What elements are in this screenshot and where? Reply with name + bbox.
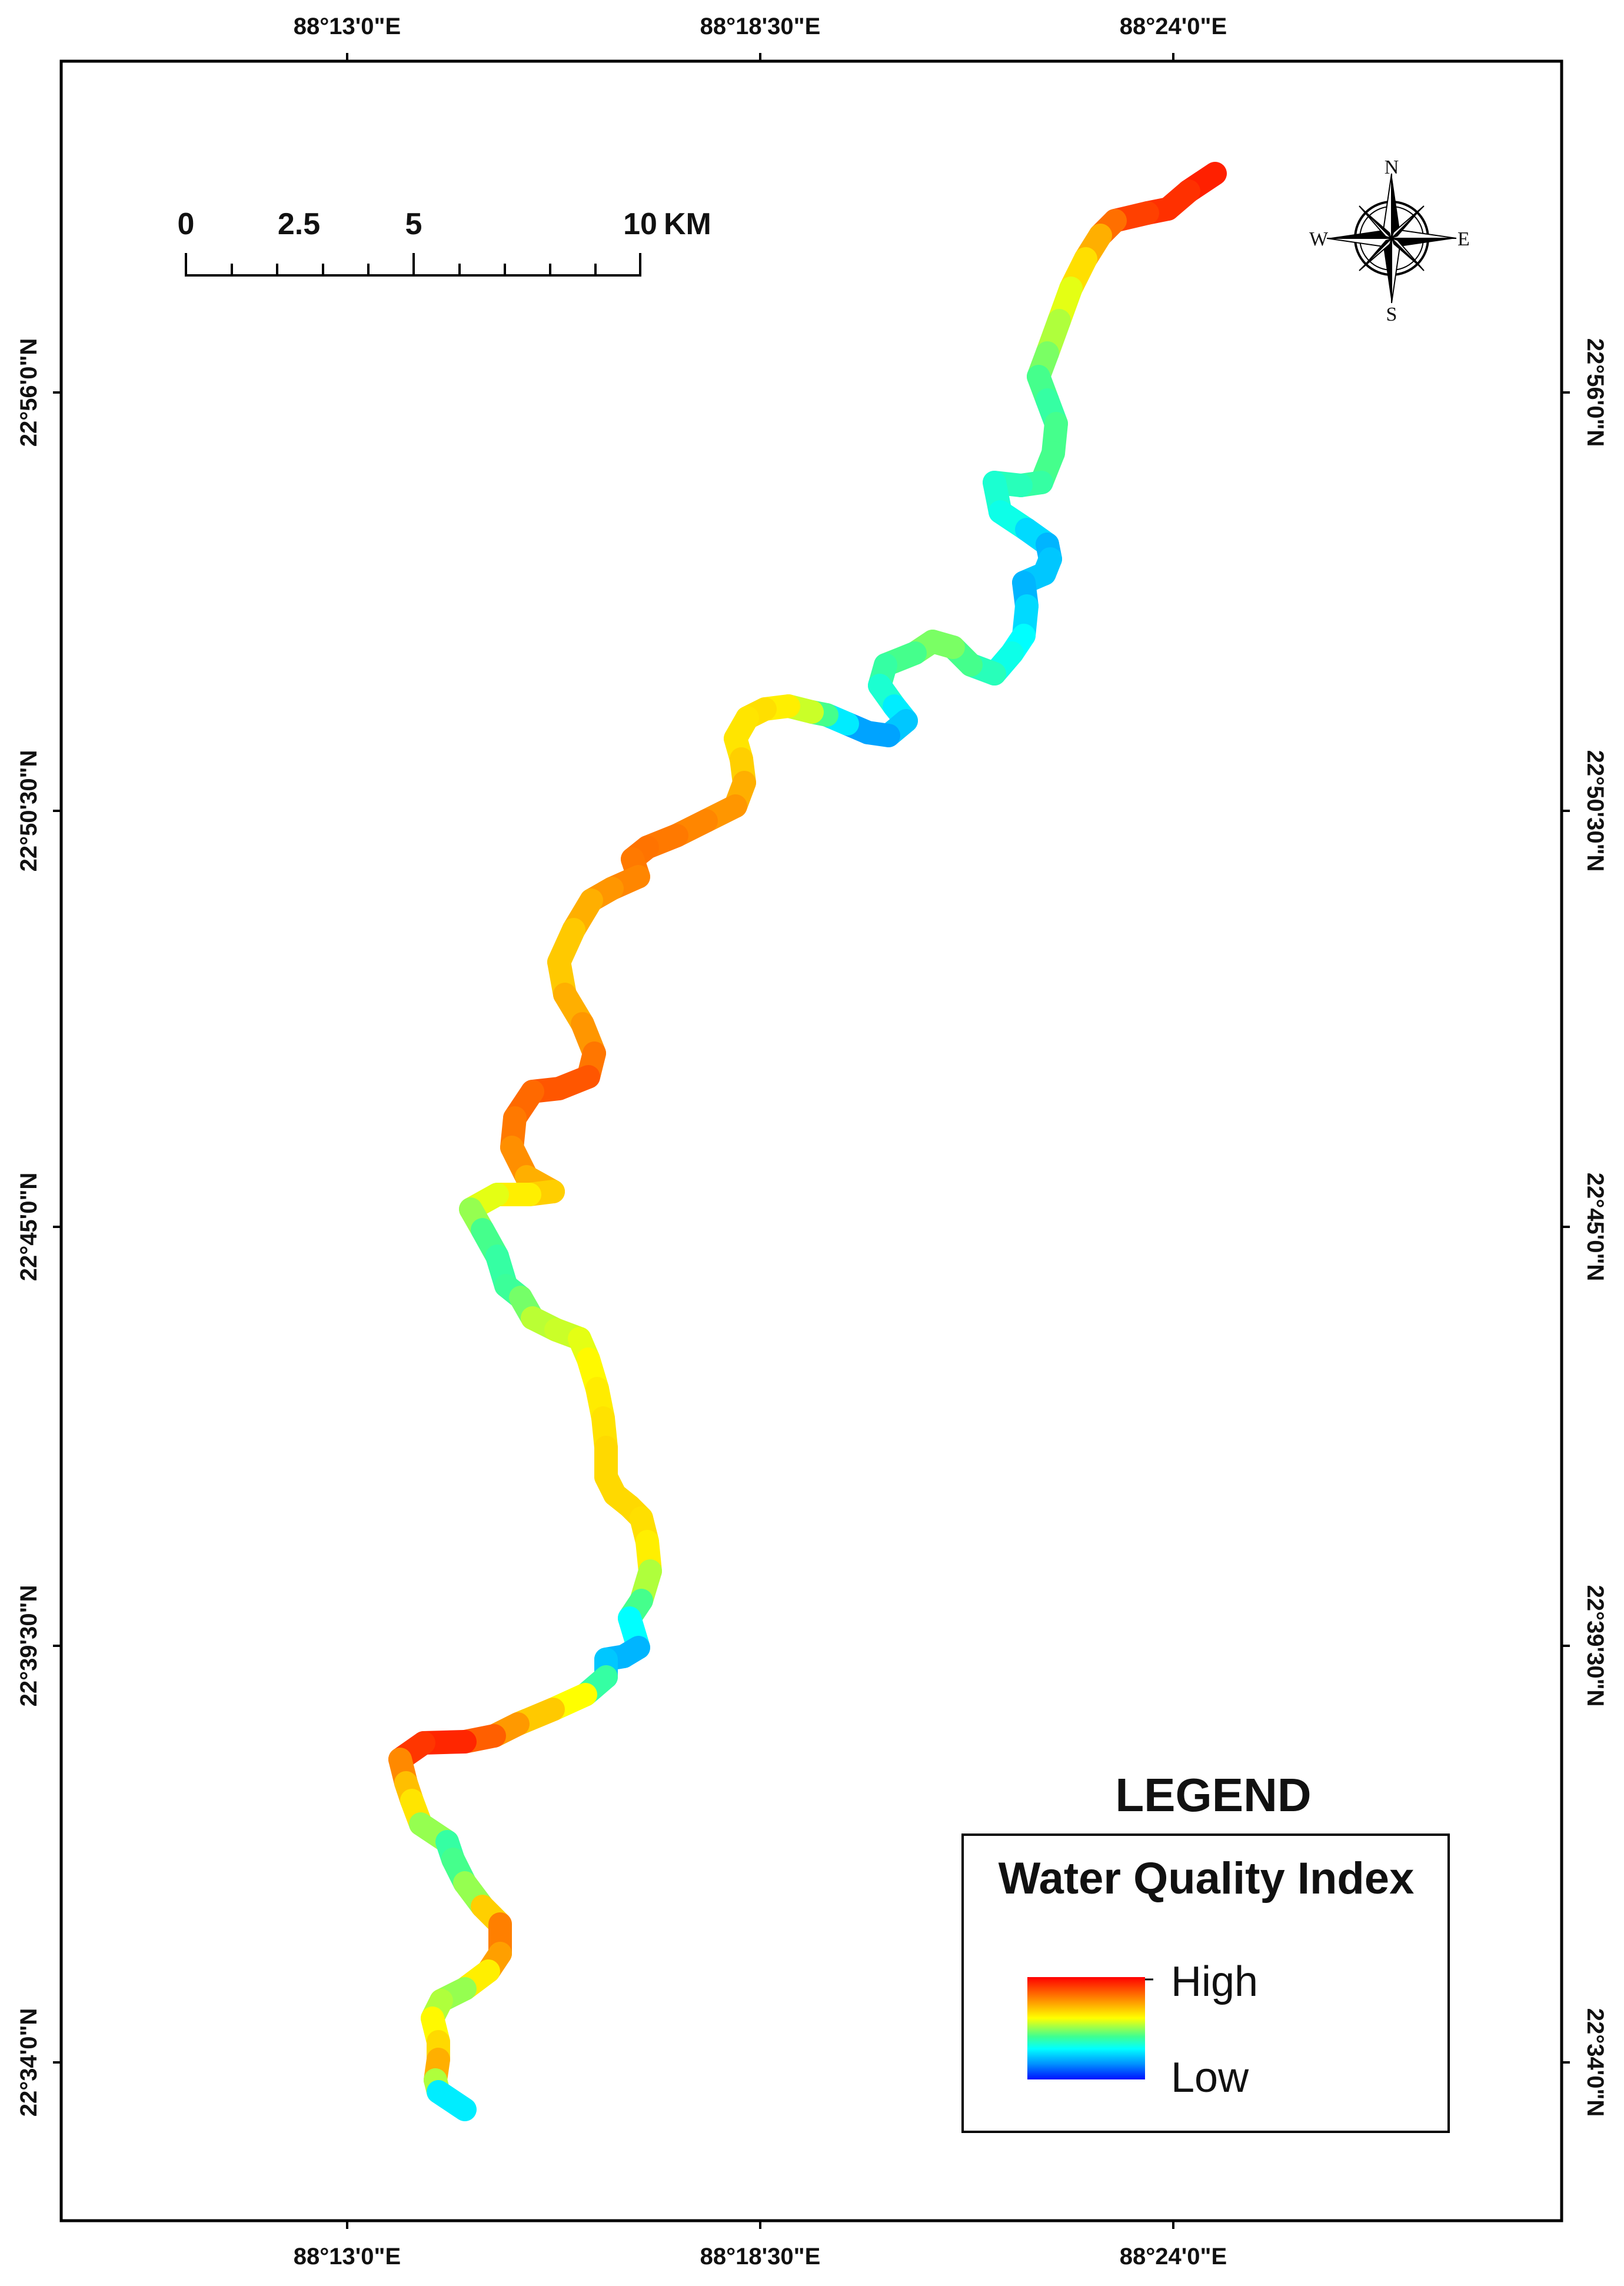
legend-heading: Water Quality Index <box>999 1854 1415 1904</box>
compass-n: N <box>1385 157 1399 178</box>
legend-gradient-ramp <box>1027 1977 1145 2079</box>
grid-ticks <box>53 53 1570 2229</box>
right-lat-label: 22°39'30"N <box>1582 1585 1608 1707</box>
legend: LEGEND Water Quality Index High Low <box>961 1769 1450 2133</box>
top-lon-label: 88°13'0"E <box>294 14 401 39</box>
scale-label-0: 0 <box>178 207 195 241</box>
right-lat-label: 22°56'0"N <box>1582 338 1608 447</box>
scale-label-2-5: 2.5 <box>278 207 320 241</box>
left-lat-label: 22°39'30"N <box>16 1585 42 1707</box>
river-water-quality <box>388 162 1227 2121</box>
scale-label-5: 5 <box>405 207 422 241</box>
left-lat-label: 22°34'0"N <box>16 2008 42 2117</box>
compass-rose-icon: N S E W <box>1309 157 1470 325</box>
top-lon-label: 88°18'30"E <box>700 14 821 39</box>
compass-s: S <box>1386 304 1397 325</box>
legend-title: LEGEND <box>1115 1769 1311 1821</box>
scale-bar: 0 2.5 5 10 KM <box>178 207 711 277</box>
river-segment <box>427 2080 477 2121</box>
compass-w: W <box>1309 228 1329 250</box>
right-lat-label: 22°34'0"N <box>1582 2008 1608 2117</box>
legend-high-label: High <box>1171 1958 1258 2005</box>
top-lon-label: 88°24'0"E <box>1120 14 1227 39</box>
scale-unit: KM <box>664 207 711 241</box>
bottom-lon-label: 88°13'0"E <box>294 2244 401 2270</box>
legend-low-label: Low <box>1171 2054 1249 2101</box>
left-lat-label: 22°56'0"N <box>16 338 42 447</box>
left-lat-label: 22°45'0"N <box>16 1173 42 1282</box>
bottom-lon-label: 88°18'30"E <box>700 2244 821 2270</box>
right-lat-label: 22°45'0"N <box>1582 1173 1608 1282</box>
scale-label-10: 10 <box>623 207 657 241</box>
left-lat-label: 22°50'30"N <box>16 750 42 872</box>
compass-e: E <box>1457 228 1470 250</box>
bottom-lon-label: 88°24'0"E <box>1120 2244 1227 2270</box>
right-lat-label: 22°50'30"N <box>1582 750 1608 872</box>
